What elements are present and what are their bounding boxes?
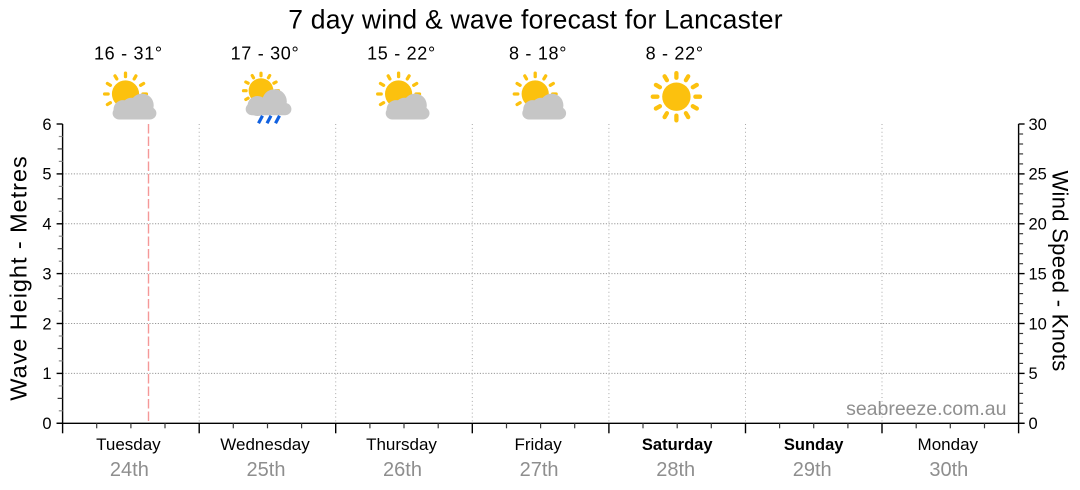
svg-text:17 - 30°: 17 - 30°	[231, 44, 300, 64]
svg-text:6: 6	[42, 116, 51, 134]
svg-text:10: 10	[1029, 315, 1047, 333]
svg-text:15: 15	[1029, 265, 1047, 283]
svg-text:30th: 30th	[929, 459, 968, 481]
svg-text:8 - 22°: 8 - 22°	[646, 44, 704, 64]
svg-text:Sunday: Sunday	[784, 436, 844, 454]
svg-text:7 day wind & wave forecast for: 7 day wind & wave forecast for Lancaster	[288, 5, 783, 35]
svg-text:Thursday: Thursday	[366, 435, 437, 454]
svg-text:Friday: Friday	[514, 435, 562, 454]
svg-text:27th: 27th	[520, 459, 559, 481]
svg-text:Saturday: Saturday	[642, 436, 713, 454]
svg-text:25th: 25th	[247, 459, 286, 481]
svg-text:seabreeze.com.au: seabreeze.com.au	[846, 398, 1006, 420]
svg-text:26th: 26th	[383, 459, 422, 481]
svg-text:0: 0	[42, 415, 51, 433]
svg-text:Tuesday: Tuesday	[96, 435, 161, 454]
svg-text:Wednesday: Wednesday	[220, 435, 310, 454]
svg-text:30: 30	[1029, 116, 1047, 134]
svg-text:Monday: Monday	[918, 435, 979, 454]
svg-text:2: 2	[42, 315, 51, 333]
svg-text:Wave Height - Metres: Wave Height - Metres	[6, 155, 32, 400]
svg-text:0: 0	[1029, 415, 1038, 433]
svg-text:25: 25	[1029, 166, 1047, 184]
svg-text:16 - 31°: 16 - 31°	[94, 44, 163, 64]
svg-text:8 - 18°: 8 - 18°	[509, 44, 567, 64]
svg-text:20: 20	[1029, 216, 1047, 234]
svg-text:5: 5	[42, 166, 51, 184]
svg-text:24th: 24th	[110, 459, 149, 481]
svg-text:28th: 28th	[656, 459, 695, 481]
svg-text:4: 4	[42, 216, 51, 234]
svg-text:29th: 29th	[793, 459, 832, 481]
svg-text:3: 3	[42, 265, 51, 283]
svg-text:5: 5	[1029, 365, 1038, 383]
svg-text:Wind Speed - Knots: Wind Speed - Knots	[1048, 170, 1073, 371]
svg-text:1: 1	[42, 365, 51, 383]
svg-text:15 - 22°: 15 - 22°	[367, 44, 436, 64]
